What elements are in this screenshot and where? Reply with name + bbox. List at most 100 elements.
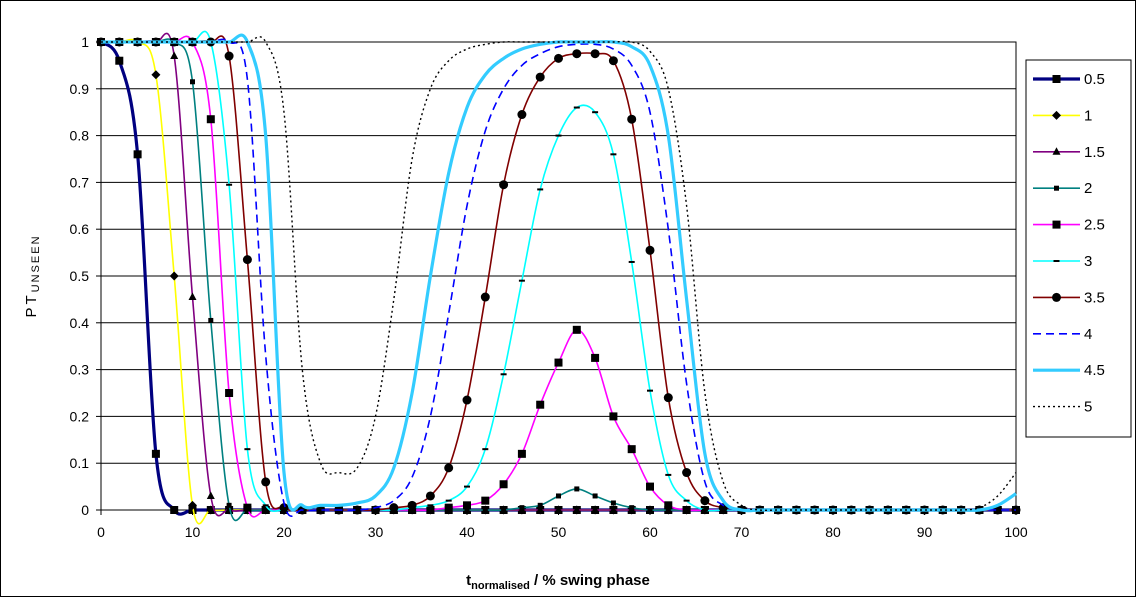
- data-point: [480, 292, 490, 302]
- data-point: [555, 134, 562, 137]
- data-point: [592, 111, 599, 114]
- data-point: [243, 503, 252, 512]
- y-tick-label: 0.7: [70, 174, 90, 190]
- data-point: [591, 505, 600, 513]
- data-point: [629, 505, 635, 511]
- x-tick-label: 20: [276, 524, 292, 540]
- data-point: [701, 509, 708, 511]
- data-point: [188, 500, 197, 510]
- data-point: [170, 506, 179, 514]
- x-axis-label-sub: normalised: [471, 580, 530, 592]
- data-point: [665, 473, 672, 476]
- y-tick-label: 0.9: [70, 81, 90, 97]
- data-point: [151, 449, 160, 458]
- legend-entry-0.5: 0.5: [1033, 71, 1105, 88]
- x-axis-ticks: 0 10 20 30 40 50 60 70 80 90 100: [97, 510, 1028, 540]
- y-axis-label-sub: UNSEEN: [30, 234, 42, 292]
- data-point: [592, 493, 598, 499]
- legend-entry-4: 4: [1033, 326, 1092, 343]
- series-group: [96, 30, 1021, 525]
- y-tick-label: 0.1: [70, 455, 90, 471]
- data-point: [700, 496, 710, 506]
- x-tick-label: 50: [551, 524, 567, 540]
- y-tick-label: 0.8: [70, 128, 90, 144]
- y-tick-label: 0.6: [70, 221, 90, 237]
- x-tick-label: 90: [917, 524, 933, 540]
- data-point: [352, 505, 362, 515]
- y-tick-label: 0.4: [70, 315, 90, 331]
- legend-label: 4.5: [1084, 362, 1105, 379]
- x-tick-label: 30: [368, 524, 384, 540]
- data-point: [537, 188, 544, 191]
- data-point: [445, 499, 452, 502]
- data-point: [408, 506, 417, 514]
- data-point: [610, 153, 617, 156]
- legend-label: 2.5: [1084, 217, 1105, 234]
- data-point: [499, 480, 508, 489]
- y-tick-label: 0.3: [70, 362, 90, 378]
- legend-entry-2.5: 2.5: [1033, 217, 1105, 234]
- legend-marker: [1052, 220, 1061, 229]
- data-point: [133, 150, 142, 159]
- data-point: [609, 505, 618, 513]
- data-point: [574, 486, 580, 492]
- data-point: [683, 499, 690, 502]
- legend-marker: [1052, 147, 1061, 155]
- x-tick-label: 100: [1004, 524, 1028, 540]
- data-point: [224, 51, 234, 61]
- data-point: [225, 389, 234, 397]
- y-tick-label: 1: [81, 34, 89, 50]
- data-point: [537, 502, 543, 508]
- data-point: [444, 503, 453, 512]
- data-point: [646, 482, 654, 491]
- x-axis-label-rest: / % swing phase: [530, 572, 650, 589]
- legend-entry-2: 2: [1033, 180, 1092, 197]
- data-point: [608, 56, 618, 66]
- data-point: [627, 114, 637, 124]
- data-point: [482, 507, 488, 513]
- legend-marker: [1052, 75, 1061, 83]
- legend: 0.5 1 1.5 2 2.5 3 3.5 4 4.5 5: [1033, 71, 1105, 416]
- data-point: [206, 491, 215, 499]
- data-point: [610, 500, 616, 506]
- legend-marker: [1052, 110, 1061, 120]
- data-point: [462, 395, 472, 405]
- x-tick-label: 70: [734, 524, 750, 540]
- data-point: [500, 373, 507, 376]
- y-axis-ticks: 0 0.1 0.2 0.3 0.4 0.5 0.6 0.7 0.8 0.9 1: [70, 34, 101, 518]
- data-point: [226, 502, 232, 508]
- legend-label: 5: [1084, 399, 1092, 416]
- data-point: [536, 505, 545, 513]
- data-point: [279, 503, 289, 513]
- legend-label: 3: [1084, 253, 1092, 270]
- data-point: [536, 400, 545, 409]
- series-line-5: [101, 36, 1017, 512]
- data-point: [244, 448, 251, 451]
- data-point: [554, 358, 563, 367]
- data-point: [170, 51, 179, 60]
- legend-entry-3: 3: [1033, 253, 1092, 270]
- data-point: [316, 505, 326, 515]
- x-axis-label: tnormalised / % swing phase: [466, 572, 650, 592]
- data-point: [647, 507, 653, 513]
- data-point: [682, 506, 691, 514]
- x-tick-label: 10: [185, 524, 201, 540]
- data-point: [517, 110, 527, 120]
- data-point: [188, 292, 197, 301]
- data-point: [517, 449, 526, 458]
- x-tick-label: 0: [97, 524, 105, 540]
- series-5: [101, 36, 1017, 512]
- legend-label: 3.5: [1084, 289, 1105, 306]
- data-point: [242, 255, 252, 265]
- data-point: [444, 463, 454, 473]
- y-tick-label: 0.5: [70, 268, 90, 284]
- data-point: [226, 183, 233, 186]
- data-point: [664, 501, 673, 510]
- data-point: [573, 106, 580, 109]
- data-point: [663, 393, 673, 403]
- data-point: [554, 505, 563, 513]
- legend-label: 1: [1084, 107, 1092, 124]
- data-point: [501, 507, 507, 513]
- legend-entry-4.5: 4.5: [1033, 362, 1105, 379]
- gridlines: [101, 41, 1016, 511]
